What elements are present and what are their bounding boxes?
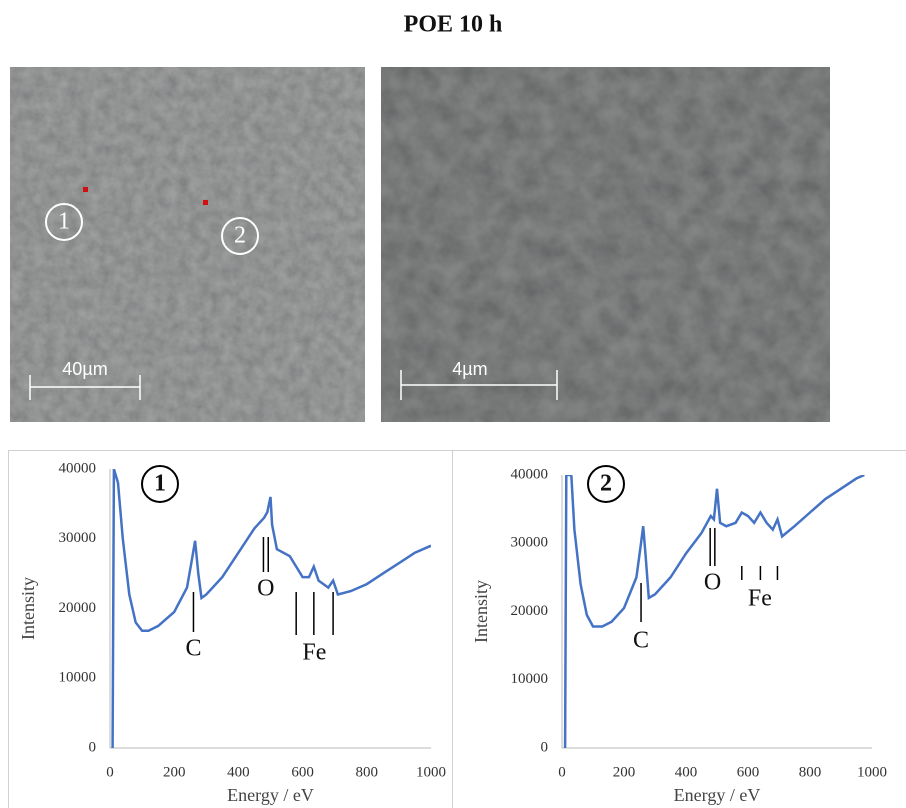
y-tick-label: 20000 [511, 603, 549, 619]
panel-circle [141, 465, 179, 503]
spot-marker [203, 200, 208, 205]
y-tick-label: 40000 [59, 460, 97, 476]
marker-circle [45, 203, 83, 241]
y-tick-label: 30000 [59, 530, 97, 546]
peak-label: Fe [302, 640, 326, 666]
panel-label: 1 [154, 471, 166, 497]
y-tick-label: 30000 [511, 535, 549, 551]
peak-label: O [257, 576, 274, 602]
x-tick-label: 600 [291, 764, 314, 780]
y-tick-label: 40000 [511, 466, 549, 482]
x-tick-label: 400 [675, 764, 698, 780]
x-tick-label: 800 [799, 764, 822, 780]
spot-marker [83, 187, 88, 192]
sem-image [10, 67, 365, 422]
marker-label: 2 [234, 223, 246, 249]
y-tick-label: 0 [89, 739, 97, 755]
x-tick-label: 200 [163, 764, 186, 780]
chart-panel [8, 450, 453, 808]
peak-label: C [185, 636, 201, 662]
y-tick-label: 0 [541, 739, 549, 755]
scale-bar-label: 40µm [62, 359, 107, 379]
spectrum-line [111, 469, 431, 749]
peak-label: C [633, 628, 649, 654]
x-axis-label: Energy / eV [227, 785, 314, 805]
x-tick-label: 1000 [857, 764, 887, 780]
x-tick-label: 200 [613, 764, 636, 780]
figure-title: POE 10 h [404, 12, 503, 38]
peak-label: Fe [748, 586, 772, 612]
y-axis-label: Intensity [471, 580, 491, 643]
x-tick-label: 800 [356, 764, 379, 780]
peak-label: O [704, 570, 721, 596]
sem-image [381, 67, 830, 422]
x-tick-label: 600 [737, 764, 760, 780]
x-tick-label: 1000 [416, 764, 446, 780]
spectrum-line [563, 475, 865, 749]
x-tick-label: 400 [227, 764, 250, 780]
y-tick-label: 10000 [511, 671, 549, 687]
scale-bar [29, 370, 558, 400]
marker-label: 1 [58, 209, 70, 235]
x-axis-label: Energy / eV [674, 785, 761, 805]
scale-bar-label: 4µm [452, 359, 487, 379]
chart-panel [452, 450, 906, 808]
y-tick-label: 20000 [59, 600, 97, 616]
panel-circle [587, 465, 625, 503]
y-tick-label: 10000 [59, 670, 97, 686]
x-tick-label: 0 [106, 764, 114, 780]
y-axis-label: Intensity [18, 577, 38, 640]
x-tick-label: 0 [558, 764, 566, 780]
marker-circle [221, 217, 259, 255]
panel-label: 2 [600, 471, 612, 497]
